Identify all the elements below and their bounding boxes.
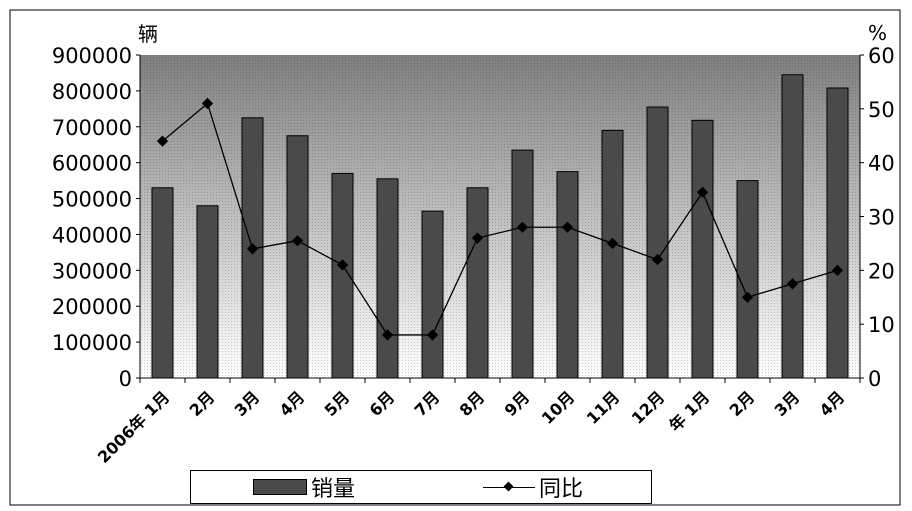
y-right-tick-label: 40 xyxy=(868,152,895,176)
point-yoy xyxy=(291,235,304,247)
point-yoy xyxy=(426,329,439,341)
y-left-tick-label: 200000 xyxy=(52,295,132,319)
y-left-tick-label: 600000 xyxy=(52,152,132,176)
point-yoy xyxy=(741,291,754,303)
legend-bar-swatch xyxy=(253,479,307,495)
legend-label-yoy: 同比 xyxy=(539,477,584,502)
y-left-tick-label: 800000 xyxy=(52,80,132,104)
bar-sales xyxy=(646,106,669,379)
bar-sales xyxy=(376,178,399,379)
point-yoy xyxy=(831,264,844,276)
y-left-tick-label: 0 xyxy=(119,367,132,391)
bar-sales xyxy=(151,187,174,379)
bar-sales xyxy=(556,171,579,379)
y-left-tick-label: 900000 xyxy=(52,44,132,68)
legend: 销量 同比 xyxy=(190,470,652,504)
point-yoy xyxy=(561,221,574,233)
legend-item-sales: 销量 xyxy=(253,471,355,503)
point-yoy xyxy=(156,135,169,147)
y-left-tick-label: 500000 xyxy=(52,188,132,212)
bar-sales xyxy=(196,205,219,379)
y-right-tick-label: 10 xyxy=(868,313,895,337)
y-left-tick-label: 300000 xyxy=(52,259,132,283)
point-yoy xyxy=(606,237,619,250)
y-left-tick-label: 700000 xyxy=(52,116,132,140)
bar-sales xyxy=(466,187,489,379)
point-yoy xyxy=(381,329,394,341)
legend-label-sales: 销量 xyxy=(311,477,356,502)
y-right-tick-label: 20 xyxy=(868,259,895,283)
y-left-tick-label: 100000 xyxy=(52,331,132,355)
bar-sales xyxy=(691,119,714,379)
legend-item-yoy: 同比 xyxy=(483,471,583,503)
point-yoy xyxy=(786,278,799,290)
bar-sales xyxy=(511,149,534,379)
y-right-tick-label: 0 xyxy=(868,367,881,391)
line-yoy xyxy=(162,102,838,336)
y-right-tick-label: 60 xyxy=(868,44,895,68)
bar-sales xyxy=(286,135,309,379)
point-yoy xyxy=(471,232,484,244)
y-right-tick-label: 30 xyxy=(868,206,895,230)
y-left-axis-label: 辆 xyxy=(138,22,158,46)
point-yoy xyxy=(246,243,259,255)
bar-sales xyxy=(781,74,804,379)
point-yoy xyxy=(336,259,349,271)
point-yoy xyxy=(696,186,709,198)
bar-sales xyxy=(601,129,624,379)
y-right-axis-label: % xyxy=(868,21,887,45)
y-right-tick-label: 50 xyxy=(868,98,895,122)
bar-sales xyxy=(421,210,444,379)
y-left-tick-label: 400000 xyxy=(52,223,132,247)
legend-line-swatch xyxy=(483,480,535,494)
point-yoy xyxy=(516,221,529,233)
bar-sales xyxy=(826,87,849,379)
